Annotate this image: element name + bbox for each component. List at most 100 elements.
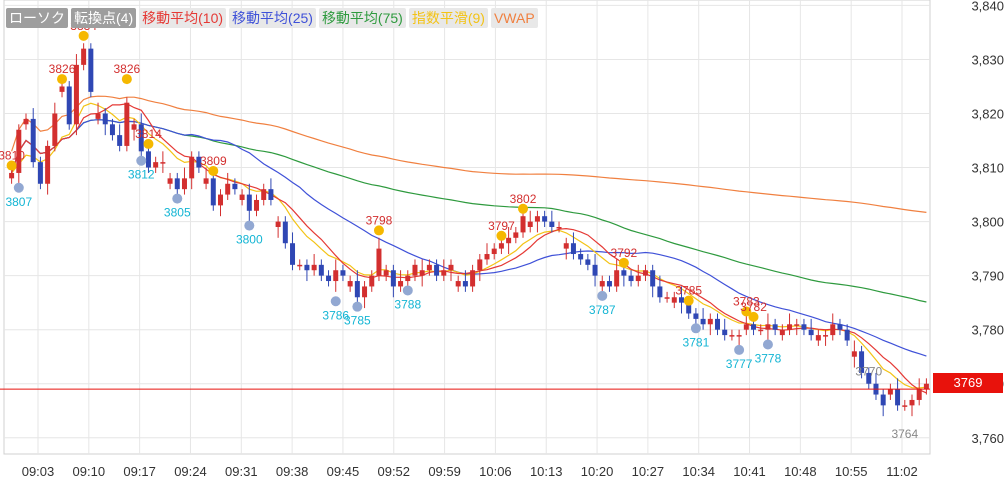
candle-body	[181, 178, 187, 190]
candle-body	[268, 189, 274, 200]
y-tick-label: 3,760	[971, 431, 1004, 446]
candle-body	[138, 124, 144, 152]
candle-body	[131, 124, 137, 130]
legend-item[interactable]: 転換点(4)	[71, 8, 137, 28]
candle-body	[405, 275, 411, 282]
candle-body	[203, 178, 209, 184]
candle-body	[153, 162, 159, 168]
pivot-label: 3810	[0, 149, 25, 163]
legend-item[interactable]: VWAP	[490, 8, 538, 28]
candle-body	[109, 124, 115, 136]
pivot-label: 3814	[135, 127, 162, 141]
x-tick-label: 09:24	[174, 464, 207, 479]
candle-body	[491, 248, 497, 255]
candle-body	[225, 183, 231, 195]
candlestick-group	[9, 43, 929, 417]
x-tick-label: 10:13	[530, 464, 563, 479]
pivot-label: 3809	[200, 154, 227, 168]
pivot-dot	[734, 344, 745, 355]
candle-body	[765, 324, 771, 330]
y-tick-label: 3,830	[971, 52, 1004, 67]
candle-body	[448, 264, 454, 271]
pivot-markers	[6, 30, 773, 355]
pivot-dot	[136, 155, 147, 166]
legend-item[interactable]: 指数平滑(9)	[408, 8, 488, 28]
candle-body	[412, 264, 418, 276]
x-tick-label: 10:55	[835, 464, 868, 479]
ma25-line	[11, 119, 927, 357]
pivot-dot	[244, 220, 255, 231]
candle-body	[59, 86, 65, 92]
legend-item[interactable]: 移動平均(75)	[318, 8, 406, 28]
candle-body	[95, 113, 101, 119]
candle-body	[606, 281, 612, 287]
candle-body	[455, 281, 461, 287]
pivot-dot	[597, 290, 608, 301]
x-tick-label: 10:27	[632, 464, 665, 479]
candle-body	[650, 270, 656, 287]
candle-body	[398, 281, 404, 287]
candle-body	[167, 178, 173, 184]
pivot-label: 3797	[488, 219, 515, 233]
legend-item[interactable]: 移動平均(10)	[139, 8, 227, 28]
y-tick-label: 3,790	[971, 269, 1004, 284]
plot-area-border	[3, 0, 931, 455]
x-tick-label: 10:06	[479, 464, 512, 479]
candle-body	[844, 329, 850, 341]
candle-body	[304, 264, 310, 271]
candle-body	[534, 216, 540, 222]
pivot-dot	[402, 285, 413, 296]
indicator-legend: ローソク 転換点(4) 移動平均(10) 移動平均(25) 移動平均(75) 指数平滑(9…	[6, 8, 538, 28]
candle-body	[419, 270, 425, 276]
candle-body	[362, 286, 368, 298]
y-tick-label: 3,820	[971, 107, 1004, 122]
candle-body	[772, 324, 778, 330]
pivot-dot	[748, 311, 759, 322]
pivot-label: 3783	[733, 294, 760, 308]
vwap-line-group	[11, 95, 927, 213]
legend-item[interactable]: 移動平均(25)	[229, 8, 316, 28]
candle-body	[390, 270, 396, 287]
candle-body	[866, 372, 872, 384]
candle-body	[81, 48, 87, 65]
candle-body	[66, 86, 72, 125]
candle-body	[102, 113, 108, 125]
pivot-dot	[690, 323, 701, 334]
pivot-dot	[57, 74, 68, 85]
candle-body	[117, 135, 123, 146]
candle-body	[642, 270, 648, 276]
x-tick-label: 10:20	[581, 464, 614, 479]
candle-body	[318, 264, 324, 276]
pivot-label: 3800	[236, 233, 263, 247]
candle-body	[808, 329, 814, 336]
candle-body	[30, 118, 36, 163]
pivot-dot	[496, 230, 507, 241]
candle-body	[794, 324, 800, 326]
candle-body	[895, 389, 901, 406]
candle-body	[722, 329, 728, 336]
candle-body	[462, 281, 468, 287]
pivot-dot	[143, 138, 154, 149]
x-tick-label: 11:02	[886, 464, 918, 479]
x-axis-labels: 09:03 09:10 09:17 09:24 09:31 09:38 09:45 09:52…	[22, 464, 918, 479]
candle-body	[830, 324, 836, 336]
candle-body	[217, 194, 223, 206]
candle-body	[859, 351, 865, 373]
candle-body	[376, 248, 382, 276]
y-tick-label: 3,800	[971, 215, 1004, 230]
candle-body	[743, 324, 749, 330]
pivot-dot	[741, 306, 752, 317]
candle-body	[16, 129, 22, 173]
legend-item[interactable]: ローソク	[6, 8, 68, 28]
candle-body	[124, 102, 130, 146]
pivot-label: 3826	[49, 62, 76, 76]
candle-body	[801, 324, 807, 330]
pivot-dot	[172, 193, 183, 204]
candle-body	[570, 243, 576, 255]
candle-body	[347, 281, 353, 287]
candle-body	[621, 270, 627, 276]
candle-body	[527, 221, 533, 227]
pivot-dot	[78, 30, 89, 41]
candle-body	[614, 270, 620, 287]
x-tick-label: 10:34	[682, 464, 715, 479]
